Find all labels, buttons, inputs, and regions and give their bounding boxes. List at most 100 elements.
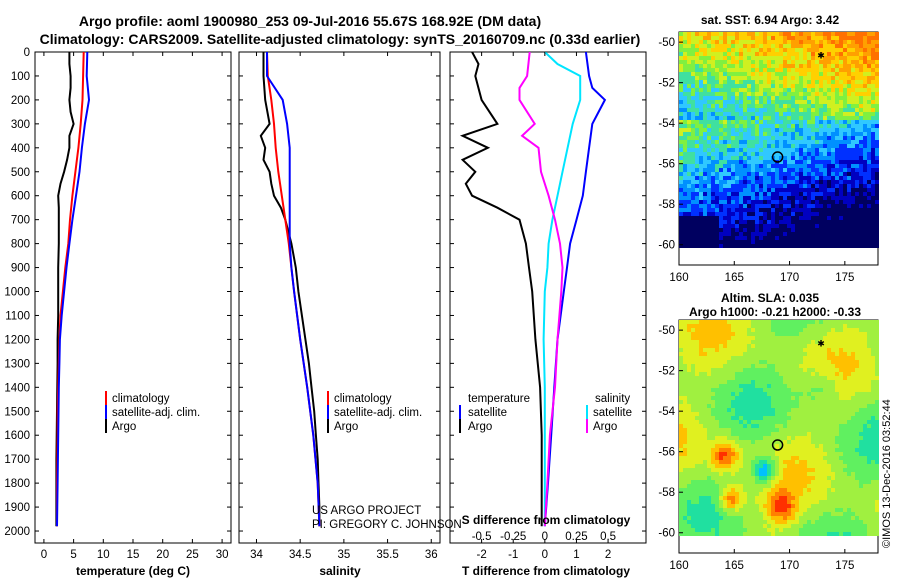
map-cell (875, 156, 879, 160)
map-cell (743, 32, 747, 36)
map-cell (735, 72, 739, 76)
map-cell (827, 188, 831, 192)
map-cell (703, 56, 707, 60)
map-cell (835, 112, 839, 116)
map-cell (723, 352, 727, 356)
map-cell (687, 236, 691, 240)
map-cell (863, 124, 867, 128)
map-cell (707, 392, 711, 396)
map-cell (875, 48, 879, 52)
map-cell (743, 420, 747, 424)
map-cell (795, 236, 799, 240)
map-cell (759, 140, 763, 144)
map-cell (775, 424, 779, 428)
map-cell (771, 492, 775, 496)
map-cell (683, 392, 687, 396)
map-cell (715, 124, 719, 128)
map-cell (807, 464, 811, 468)
map-cell (867, 232, 871, 236)
map-cell (795, 192, 799, 196)
map-cell (823, 356, 827, 360)
map-cell (679, 172, 683, 176)
map-cell (735, 200, 739, 204)
map-cell (715, 380, 719, 384)
map-cell (779, 148, 783, 152)
map-cell (683, 172, 687, 176)
map-cell (715, 340, 719, 344)
map-cell (787, 332, 791, 336)
map-cell (803, 368, 807, 372)
map-cell (783, 440, 787, 444)
map-cell (743, 228, 747, 232)
map-cell (791, 340, 795, 344)
depth-tick-label: 800 (11, 239, 30, 251)
map-cell (819, 32, 823, 36)
map-cell (695, 324, 699, 328)
map-cell (703, 160, 707, 164)
map-cell (779, 124, 783, 128)
map-cell (723, 224, 727, 228)
map-cell (695, 68, 699, 72)
map-cell (695, 208, 699, 212)
map-cell (723, 472, 727, 476)
map-cell (683, 48, 687, 52)
map-cell (811, 84, 815, 88)
map-cell (787, 104, 791, 108)
map-cell (711, 436, 715, 440)
map-cell (819, 76, 823, 80)
map-cell (771, 360, 775, 364)
map-cell (747, 200, 751, 204)
map-cell (779, 480, 783, 484)
map-cell (847, 104, 851, 108)
map-cell (767, 516, 771, 520)
map-cell (783, 452, 787, 456)
map-cell (751, 244, 755, 248)
map-cell (731, 528, 735, 532)
map-cell (855, 136, 859, 140)
map-cell (775, 500, 779, 504)
map-cell (803, 436, 807, 440)
map-cell (787, 116, 791, 120)
map-cell (783, 464, 787, 468)
map-cell (755, 492, 759, 496)
map-cell (711, 92, 715, 96)
map-cell (839, 52, 843, 56)
map-cell (751, 384, 755, 388)
map-cell (683, 188, 687, 192)
map-cell (723, 500, 727, 504)
map-cell (715, 240, 719, 244)
map-cell (691, 192, 695, 196)
map-cell (739, 32, 743, 36)
map-cell (699, 212, 703, 216)
map-cell (867, 216, 871, 220)
map-cell (751, 368, 755, 372)
map-cell (787, 476, 791, 480)
map-cell (867, 124, 871, 128)
map-cell (811, 112, 815, 116)
map-cell (759, 180, 763, 184)
map-cell (719, 384, 723, 388)
map-cell (787, 520, 791, 524)
map-cell (743, 492, 747, 496)
map-cell (851, 32, 855, 36)
map-cell (775, 440, 779, 444)
map-cell (871, 48, 875, 52)
map-cell (739, 476, 743, 480)
map-cell (811, 440, 815, 444)
map-cell (839, 48, 843, 52)
map-cell (683, 496, 687, 500)
map-cell (743, 496, 747, 500)
map-cell (871, 196, 875, 200)
map-cell (743, 204, 747, 208)
map-cell (807, 504, 811, 508)
map-cell (707, 508, 711, 512)
map-cell (779, 484, 783, 488)
map-cell (759, 220, 763, 224)
map-cell (775, 372, 779, 376)
map-cell (783, 92, 787, 96)
map-cell (771, 356, 775, 360)
map-cell (843, 140, 847, 144)
map-cell (799, 136, 803, 140)
map-cell (707, 436, 711, 440)
map-cell (823, 36, 827, 40)
